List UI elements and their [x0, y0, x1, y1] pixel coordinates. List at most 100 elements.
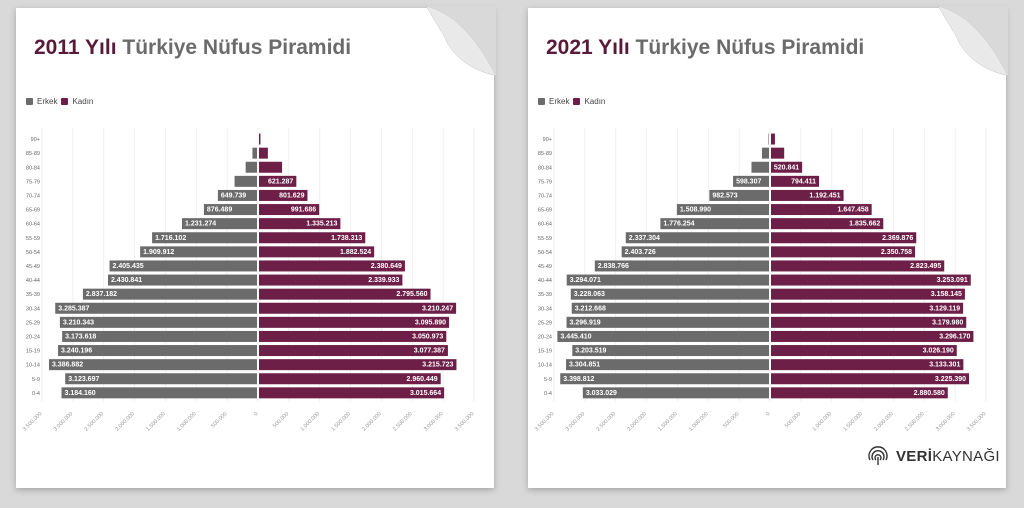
chart-legend: Erkek Kadın	[538, 97, 605, 106]
data-label-male: 3.296.919	[570, 319, 601, 326]
bar-female	[259, 189, 308, 201]
bar-male	[152, 232, 257, 244]
bar-male	[61, 387, 258, 399]
population-pyramid-chart: 3.500.000 3.000.000 2.500.000 2.000.000 1.50…	[22, 128, 476, 433]
x-tick-label: 3.000.000	[423, 411, 445, 433]
data-label-female: 3.210.247	[422, 305, 453, 312]
bar-female	[259, 175, 297, 187]
data-label-female: 3.296.170	[939, 333, 970, 340]
bar-male	[65, 373, 257, 385]
x-tick-label: 3.000.000	[565, 411, 587, 433]
y-tick-label: 30-34	[26, 306, 40, 312]
bar-male	[594, 260, 769, 272]
data-label-female: 1.335.213	[306, 221, 337, 228]
bar-female	[771, 387, 948, 399]
y-tick-label: 45-49	[26, 264, 40, 270]
data-label-male: 3.184.160	[64, 390, 95, 397]
x-tick-label: 2.500.000	[392, 411, 414, 433]
bar-male	[55, 302, 257, 314]
data-label-female: 3.253.091	[937, 277, 968, 284]
y-tick-label: 60-64	[26, 222, 40, 228]
x-tick-label: 2.000.000	[873, 411, 895, 433]
data-label-female: 3.077.387	[414, 348, 445, 355]
data-label-male: 3.210.343	[63, 319, 94, 326]
bar-female	[771, 232, 917, 244]
bar-female	[771, 260, 945, 272]
y-tick-label: 70-74	[538, 193, 552, 199]
bar-male	[59, 316, 257, 328]
data-label-male: 2.838.766	[598, 263, 629, 270]
legend-label-male: Erkek	[37, 97, 58, 106]
data-label-male: 1.909.912	[143, 249, 174, 256]
data-label-male: 3.203.519	[575, 348, 606, 355]
bar-female	[771, 359, 964, 371]
legend-label-female: Kadın	[584, 97, 606, 106]
y-tick-label: 30-34	[538, 306, 552, 312]
data-label-female: 2.339.933	[368, 277, 399, 284]
y-tick-label: 85-89	[26, 151, 40, 157]
bar-female	[259, 147, 268, 159]
legend-swatch-female	[61, 98, 69, 105]
data-label-male: 3.173.618	[65, 333, 96, 340]
data-label-female: 2.795.560	[396, 291, 427, 298]
bar-female	[259, 274, 403, 286]
data-label-female: 1.882.524	[340, 249, 371, 256]
data-label-female: 2.350.758	[881, 249, 912, 256]
x-tick-label: 3.500.000	[454, 411, 476, 433]
legend-swatch-male	[26, 98, 33, 105]
y-tick-label: 40-44	[26, 278, 40, 284]
data-label-male: 3.398.812	[563, 376, 594, 383]
y-tick-label: 75-79	[538, 179, 552, 185]
bar-male	[62, 330, 258, 342]
data-label-male: 2.403.726	[625, 249, 656, 256]
bar-male	[252, 147, 257, 159]
x-tick-label: 2.000.000	[114, 411, 136, 433]
title-text: Türkiye Nüfus Piramidi	[635, 36, 865, 59]
data-label-female: 3.015.664	[410, 390, 441, 397]
bar-female	[771, 246, 916, 258]
x-tick-label: 1.000.000	[812, 411, 834, 433]
x-tick-label: 2.500.000	[84, 411, 106, 433]
bar-male	[751, 161, 769, 173]
bar-female	[771, 274, 971, 286]
y-tick-label: 65-69	[538, 208, 552, 214]
y-tick-label: 85-89	[538, 151, 552, 157]
x-tick-label: 1.000.000	[688, 411, 710, 433]
bar-male	[82, 288, 258, 300]
data-label-male: 1.508.990	[680, 207, 711, 214]
chart-panel-2021: 2021 Yılı Türkiye Nüfus Piramidi Erkek K…	[528, 6, 1008, 488]
bar-male	[571, 302, 769, 314]
bar-male	[557, 330, 769, 342]
data-label-female: 2.369.876	[882, 235, 913, 242]
data-label-female: 3.215.723	[422, 362, 453, 369]
x-tick-label: 1.000.000	[300, 411, 322, 433]
bar-female	[259, 260, 405, 272]
x-tick-label: 3.000.000	[53, 411, 75, 433]
chart-title: 2011 Yılı Türkiye Nüfus Piramidi	[34, 36, 351, 60]
data-label-female: 2.960.449	[407, 376, 438, 383]
y-tick-label: 70-74	[26, 193, 40, 199]
bar-male	[570, 288, 769, 300]
y-tick-label: 90+	[543, 137, 552, 143]
bar-female	[771, 345, 957, 357]
data-label-female: 2.880.580	[914, 390, 945, 397]
bar-female	[771, 189, 844, 201]
y-tick-label: 40-44	[538, 278, 552, 284]
data-label-male: 3.445.410	[560, 333, 591, 340]
brand-name-rest: KAYNAĞI	[932, 447, 1000, 465]
data-label-male: 3.285.387	[58, 305, 89, 312]
data-label-female: 520.841	[774, 164, 799, 171]
y-tick-label: 55-59	[538, 236, 552, 242]
x-tick-label: 3.000.000	[935, 411, 957, 433]
data-label-male: 3.228.063	[574, 291, 605, 298]
x-tick-label: 500.000	[272, 411, 290, 429]
data-label-female: 3.133.301	[929, 362, 960, 369]
bar-male	[761, 147, 769, 159]
y-tick-label: 0-4	[544, 391, 552, 397]
y-tick-label: 60-64	[538, 222, 552, 228]
bar-female	[771, 147, 785, 159]
bar-female	[771, 288, 965, 300]
y-tick-label: 15-19	[538, 349, 552, 355]
bar-female	[259, 359, 457, 371]
data-label-male: 3.294.071	[570, 277, 601, 284]
